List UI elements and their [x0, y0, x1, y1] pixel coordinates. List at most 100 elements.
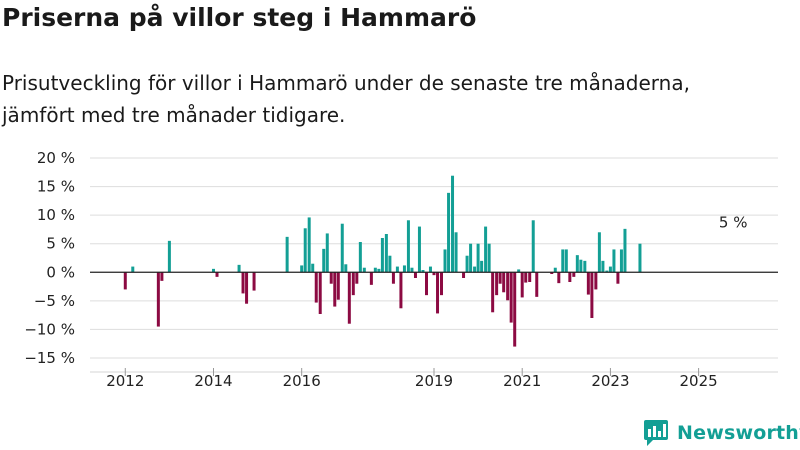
bar: [241, 272, 245, 294]
y-tick-label: −5 %: [34, 292, 75, 310]
bar: [443, 249, 447, 273]
bar: [311, 263, 315, 273]
bar: [314, 272, 318, 303]
bar: [469, 243, 473, 273]
bar: [583, 260, 587, 273]
bar: [413, 272, 417, 278]
bar: [553, 267, 557, 273]
bar: [619, 249, 623, 273]
bar: [476, 243, 480, 273]
bar: [384, 234, 388, 273]
bar: [340, 223, 344, 273]
bar: [362, 267, 366, 273]
y-tick-label: 15 %: [37, 178, 75, 196]
y-tick-label: 0 %: [46, 263, 75, 281]
x-tick-label: 2014: [194, 372, 232, 390]
subtitle-line-2: jämfört med tre månader tidigare.: [2, 103, 346, 127]
bar: [520, 272, 524, 298]
bar: [322, 248, 326, 273]
bar: [487, 243, 491, 273]
bar: [156, 272, 160, 327]
bar: [167, 240, 171, 273]
y-tick-label: 5 %: [46, 235, 75, 253]
bar: [333, 272, 337, 307]
bar: [608, 266, 612, 273]
bar: [245, 272, 249, 304]
bar: [347, 272, 351, 324]
bar: [531, 220, 535, 273]
bar: [395, 266, 399, 273]
bar: [318, 272, 322, 314]
bar: [480, 260, 484, 273]
chart-subtitle: Prisutveckling för villor i Hammarö unde…: [2, 67, 782, 131]
bar: [336, 272, 340, 300]
bar: [524, 272, 528, 283]
bar: [307, 217, 311, 273]
bar: [462, 272, 466, 278]
x-tick-label: 2021: [503, 372, 541, 390]
y-tick-label: 20 %: [37, 149, 75, 167]
bar: [451, 175, 455, 273]
bar: [237, 264, 241, 273]
x-axis-ticks: 2012 2014 2016 2019 2021 2023 2025: [90, 368, 778, 390]
bar: [417, 226, 421, 273]
bar: [638, 243, 642, 273]
bar: [594, 272, 598, 290]
bar: [557, 272, 561, 284]
bar: [509, 272, 513, 323]
bar: [572, 272, 576, 277]
bar: [399, 272, 403, 309]
subtitle-line-1: Prisutveckling för villor i Hammarö unde…: [2, 71, 690, 95]
bar: [369, 272, 373, 285]
bar: [355, 272, 359, 284]
bar: [623, 228, 627, 273]
x-tick-label: 2023: [591, 372, 629, 390]
bar: [484, 226, 488, 273]
bar: [575, 255, 579, 273]
bar: [425, 272, 429, 296]
bar: [300, 265, 304, 273]
bar: [498, 272, 502, 284]
bar: [325, 233, 329, 273]
bar: [358, 242, 362, 273]
bar: [377, 268, 381, 273]
bar: [579, 259, 583, 273]
bar: [616, 272, 620, 284]
bar: [601, 260, 605, 273]
bar: [564, 249, 568, 273]
bar: [473, 266, 477, 273]
bar: [447, 192, 451, 273]
bar: [351, 272, 355, 296]
bar: [432, 272, 436, 276]
bar: [344, 264, 348, 273]
bar: [517, 269, 521, 273]
newsworthy-logo: Newsworthy: [643, 419, 800, 447]
bar: [561, 249, 565, 273]
bar: [568, 272, 572, 282]
bar: [285, 236, 289, 273]
annotation-layer: 5 %: [719, 214, 748, 232]
bar: [131, 266, 135, 273]
bar: [550, 272, 554, 274]
chart-title: Priserna på villor steg i Hammarö: [2, 3, 477, 32]
bar: [502, 272, 506, 293]
x-tick-label: 2019: [415, 372, 453, 390]
x-tick-label: 2025: [680, 372, 718, 390]
bar: [380, 238, 384, 273]
bar: [465, 255, 469, 273]
bar: [528, 272, 532, 282]
x-tick-label: 2012: [106, 372, 144, 390]
bar: [252, 272, 256, 291]
y-tick-label: −15 %: [24, 349, 75, 367]
bar: [373, 267, 377, 273]
bar: [535, 272, 539, 297]
bar: [303, 228, 307, 273]
bar-series: [90, 175, 778, 347]
bar: [428, 266, 432, 273]
newsworthy-logo-text: Newsworthy: [677, 422, 800, 444]
bar: [439, 272, 443, 296]
x-tick-label: 2016: [283, 372, 321, 390]
bar: [605, 270, 609, 273]
bar: [491, 272, 495, 313]
bar: [586, 272, 590, 295]
